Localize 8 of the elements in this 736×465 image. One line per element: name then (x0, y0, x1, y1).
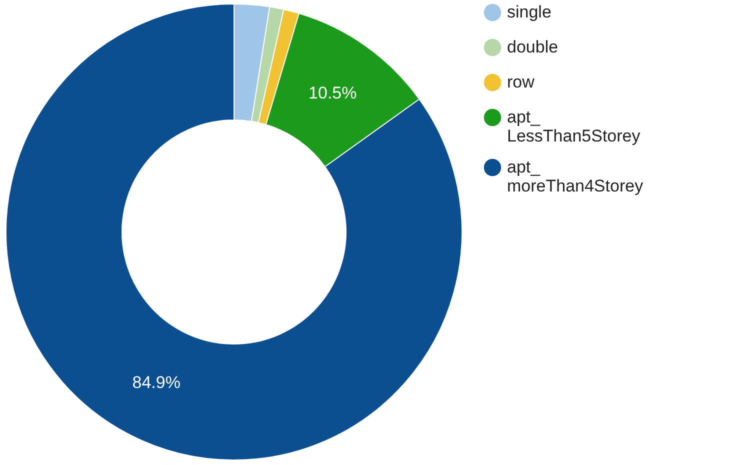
legend-label: single (507, 2, 552, 22)
data-label: 10.5% (308, 84, 357, 103)
legend-label: row (507, 72, 536, 92)
legend-label: apt_moreThan4Storey (507, 158, 644, 196)
data-label: 84.9% (132, 373, 180, 392)
legend-label: double (507, 38, 558, 56)
legend-label: apt_LessThan5Storey (507, 108, 641, 146)
donut-slice (6, 4, 462, 460)
